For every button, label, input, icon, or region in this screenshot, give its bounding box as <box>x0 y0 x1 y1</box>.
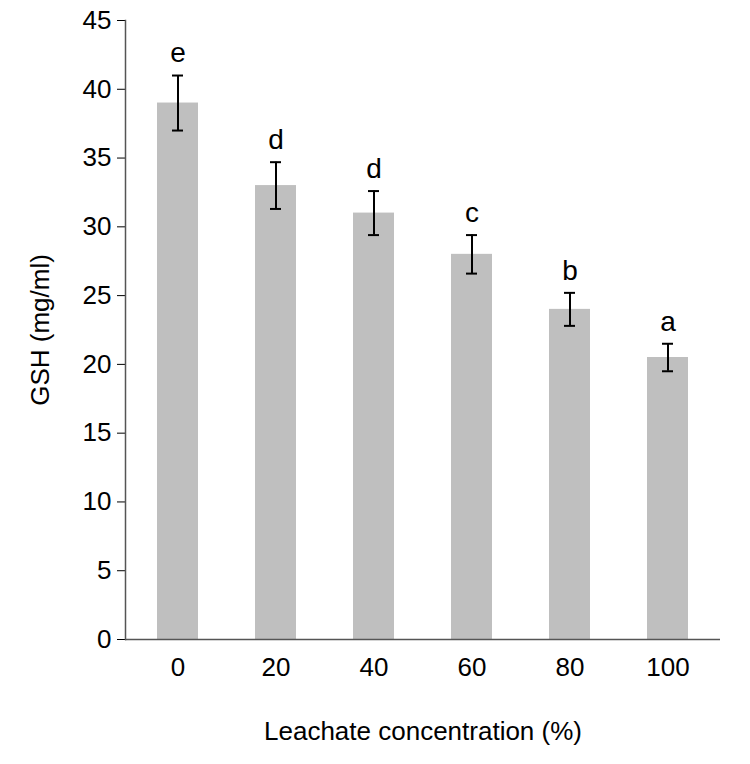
svg-text:0: 0 <box>97 624 111 654</box>
svg-text:d: d <box>268 124 284 155</box>
svg-text:30: 30 <box>83 211 112 241</box>
svg-text:a: a <box>660 306 676 337</box>
svg-text:0: 0 <box>171 652 185 682</box>
svg-text:40: 40 <box>360 652 389 682</box>
svg-text:GSH (mg/ml): GSH (mg/ml) <box>25 254 55 406</box>
svg-text:60: 60 <box>458 652 487 682</box>
svg-text:35: 35 <box>83 142 112 172</box>
svg-text:40: 40 <box>83 74 112 104</box>
svg-text:d: d <box>366 153 382 184</box>
svg-text:15: 15 <box>83 417 112 447</box>
svg-text:100: 100 <box>646 652 689 682</box>
svg-text:20: 20 <box>83 349 112 379</box>
svg-text:5: 5 <box>97 555 111 585</box>
svg-text:c: c <box>465 197 479 228</box>
svg-text:80: 80 <box>556 652 585 682</box>
svg-text:25: 25 <box>83 280 112 310</box>
svg-text:Leachate concentration (%): Leachate concentration (%) <box>264 716 582 746</box>
svg-text:e: e <box>170 37 186 68</box>
svg-text:10: 10 <box>83 486 112 516</box>
svg-text:b: b <box>562 255 578 286</box>
svg-text:45: 45 <box>83 5 112 35</box>
svg-text:20: 20 <box>262 652 291 682</box>
